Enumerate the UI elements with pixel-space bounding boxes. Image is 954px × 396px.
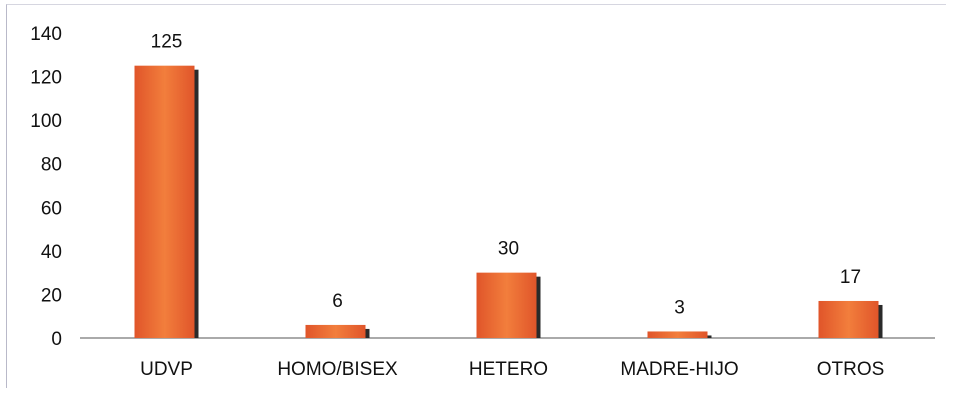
y-tick-label: 20 [41,285,62,306]
x-category-label: OTROS [817,359,885,380]
y-tick-label: 100 [30,111,62,132]
data-label: 125 [151,32,183,53]
y-tick-label: 120 [30,68,62,89]
data-label: 17 [840,267,861,288]
data-label: 6 [332,291,343,312]
bar [647,331,708,338]
data-label: 30 [498,239,519,260]
x-axis: UDVP HOMO/BISEX HETERO MADRE-HIJO OTROS [80,337,935,380]
x-category-label: HETERO [469,359,548,380]
y-tick-label: 80 [41,155,62,176]
y-tick-label: 0 [51,329,62,350]
bar [305,324,366,338]
y-tick-label: 140 [30,24,62,45]
x-category-label: UDVP [140,359,193,380]
data-labels: 125 6 30 3 17 [151,32,861,319]
chart-frame [6,4,946,388]
y-tick-label: 60 [41,198,62,219]
data-label: 3 [674,297,685,318]
x-category-label: HOMO/BISEX [277,359,398,380]
bar [818,300,879,338]
y-tick-label: 40 [41,242,62,263]
y-axis: 0 20 40 60 80 100 120 140 [30,24,62,350]
bar [476,272,537,338]
bar [134,65,195,338]
x-category-label: MADRE-HIJO [620,359,738,380]
bars [134,65,883,338]
